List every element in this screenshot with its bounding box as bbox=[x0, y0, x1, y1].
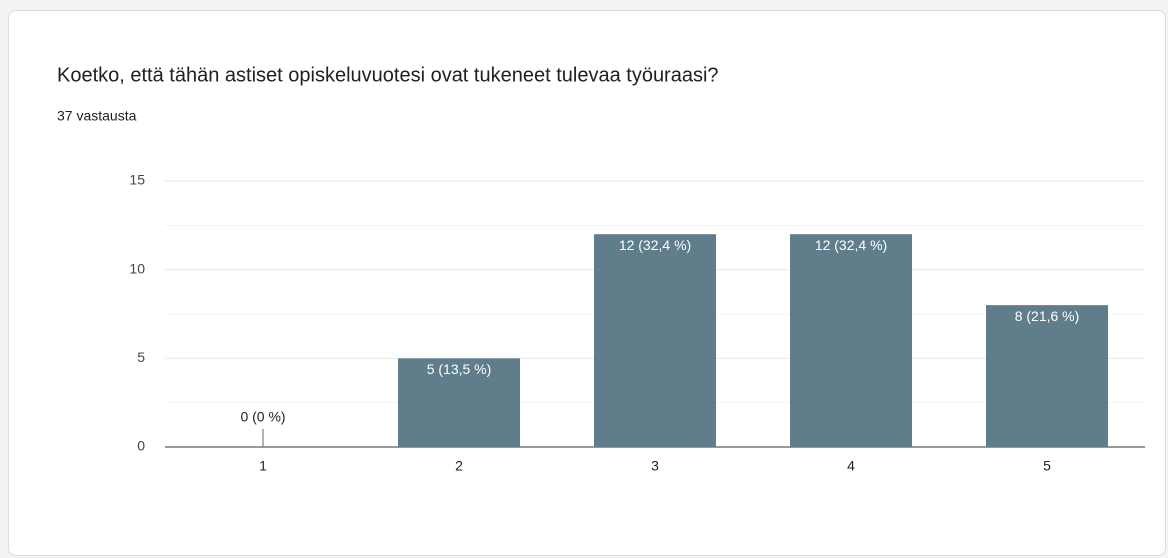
y-tick-label: 0 bbox=[137, 438, 145, 454]
x-tick-label: 5 bbox=[1043, 458, 1051, 474]
x-tick-label: 2 bbox=[455, 458, 463, 474]
bar bbox=[594, 234, 716, 447]
chart-subtitle: 37 vastausta bbox=[57, 108, 137, 124]
data-label: 12 (32,4 %) bbox=[619, 237, 691, 253]
data-label: 0 (0 %) bbox=[240, 409, 285, 425]
card bbox=[8, 10, 1166, 556]
y-tick-label: 10 bbox=[129, 260, 145, 276]
chart-title: Koetko, että tähän astiset opiskeluvuote… bbox=[57, 64, 719, 86]
y-tick-label: 15 bbox=[129, 172, 145, 188]
x-tick-label: 1 bbox=[259, 458, 267, 474]
x-tick-label: 4 bbox=[847, 458, 855, 474]
y-tick-label: 5 bbox=[137, 349, 145, 365]
x-tick-label: 3 bbox=[651, 458, 659, 474]
data-label: 8 (21,6 %) bbox=[1015, 308, 1080, 324]
data-label: 5 (13,5 %) bbox=[427, 361, 492, 377]
data-label: 12 (32,4 %) bbox=[815, 237, 887, 253]
bar bbox=[790, 234, 912, 447]
bar bbox=[398, 358, 520, 447]
bar bbox=[986, 305, 1108, 447]
